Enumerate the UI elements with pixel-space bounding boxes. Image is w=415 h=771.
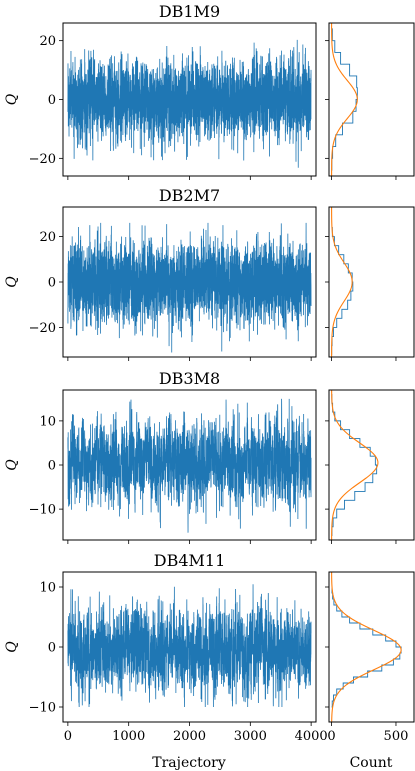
x-tick-label: 3000 <box>234 729 267 744</box>
histogram-db4m11: 0 500 <box>325 571 415 744</box>
y-tick-label: 0 <box>48 641 56 656</box>
histogram-db2m7 <box>325 206 415 361</box>
panel-db2m7: DB2M7 Q −20 0 20 <box>4 186 415 361</box>
series-line <box>67 398 312 533</box>
panel-db1m9: DB1M9 Q −20 0 20 <box>4 2 415 180</box>
series-line <box>67 222 312 353</box>
x-tick-label: 1000 <box>112 729 145 744</box>
y-axis-label: Q <box>4 641 20 653</box>
fit-curve <box>331 207 353 357</box>
y-tick-label: 0 <box>48 93 56 108</box>
y-tick-label: 0 <box>48 459 56 474</box>
x-tick-label: 4000 <box>295 729 328 744</box>
series-line <box>67 39 312 168</box>
y-axis-label: Q <box>4 276 20 288</box>
y-axis-label: Q <box>4 459 20 471</box>
hist-frame <box>328 389 415 541</box>
y-tick-label: 20 <box>39 230 56 245</box>
hist-x-tick-label: 0 <box>327 729 335 744</box>
histogram-db3m8 <box>325 389 415 544</box>
hist-frame <box>328 22 415 177</box>
y-tick-label: −20 <box>29 152 56 167</box>
y-tick-label: −20 <box>29 321 56 336</box>
fit-curve <box>331 22 358 177</box>
panel-title: DB4M11 <box>154 551 226 570</box>
x-tick-label: 2000 <box>173 729 206 744</box>
panel-db3m8: DB3M8 Q −10 0 10 <box>4 369 415 544</box>
histogram-steps <box>331 393 378 537</box>
panel-title: DB2M7 <box>159 186 220 205</box>
x-axis-label-count: Count <box>350 755 393 771</box>
fit-curve <box>331 571 402 723</box>
fit-curve <box>331 389 379 541</box>
histogram-steps <box>331 28 358 171</box>
histogram-db1m9 <box>325 22 415 180</box>
x-axis-label-trajectory: Trajectory <box>152 755 226 771</box>
y-tick-label: 0 <box>48 276 56 291</box>
panels-group: DB1M9 Q −20 0 20 DB2M7 Q −20 0 20 DB3M8 Q −10 0 10 DB4M… <box>4 2 415 744</box>
x-tick-label: 0 <box>64 729 72 744</box>
panel-title: DB3M8 <box>159 369 220 388</box>
panel-title: DB1M9 <box>159 2 220 21</box>
y-tick-label: 10 <box>39 414 56 429</box>
hist-x-tick-label: 500 <box>384 729 409 744</box>
y-tick-label: −10 <box>29 701 56 716</box>
y-tick-label: 10 <box>39 581 56 596</box>
histogram-steps <box>331 227 354 356</box>
y-tick-label: 20 <box>39 34 56 49</box>
y-axis-label: Q <box>4 93 20 105</box>
series-line <box>67 584 312 708</box>
hist-frame <box>328 206 415 358</box>
y-tick-label: −10 <box>29 503 56 518</box>
